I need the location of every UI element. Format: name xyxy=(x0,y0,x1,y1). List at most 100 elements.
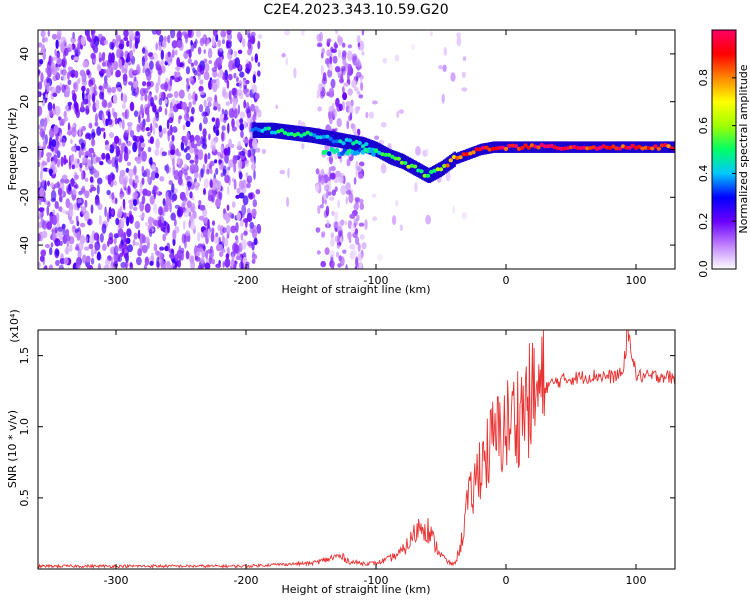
spectrogram-ridge-band xyxy=(271,122,274,138)
spectrogram-noise-mark xyxy=(249,227,256,234)
spectrogram-noise-mark xyxy=(216,57,222,68)
spectrogram-noise-mark xyxy=(128,39,133,49)
spectrogram-noise-mark xyxy=(244,67,251,74)
spectrogram-noise-mark xyxy=(359,234,365,240)
spectrogram-noise-mark xyxy=(144,49,149,57)
spectrogram-ridge-point xyxy=(653,144,658,149)
spectrogram-noise-mark xyxy=(184,112,190,122)
spectrogram-noise-mark xyxy=(58,264,64,269)
spectrogram-ridge-point xyxy=(432,168,437,173)
spectrogram-ridge-point xyxy=(510,143,515,148)
spectrogram-noise-mark xyxy=(93,45,99,54)
spectrogram-noise-mark xyxy=(174,253,179,262)
spectrogram-noise-mark xyxy=(202,128,207,138)
spectrogram-noise-mark xyxy=(102,243,107,251)
spectrogram-ridge-band xyxy=(294,125,297,141)
spectrogram-ridge-band xyxy=(452,152,455,169)
spectrogram-noise-mark xyxy=(229,96,233,105)
spectrogram-noise-mark xyxy=(89,164,93,170)
spectrogram-noise-mark xyxy=(119,193,124,200)
spectrogram-noise-mark xyxy=(317,205,321,215)
spectrogram-noise-mark xyxy=(332,221,338,229)
spectrogram-noise-mark xyxy=(77,78,81,83)
spectrogram-noise-mark xyxy=(51,235,56,241)
spectrogram-noise-mark xyxy=(215,167,219,175)
spectrogram-noise-mark xyxy=(142,188,149,196)
spectrogram-ridge-point xyxy=(305,130,310,135)
spectrogram-noise-mark xyxy=(116,36,121,42)
spectrogram-noise-mark xyxy=(185,36,188,44)
spectrogram-noise-mark xyxy=(154,148,160,156)
spectrogram-noise-mark xyxy=(101,69,107,74)
spectrogram-ridge-point xyxy=(334,139,340,144)
spectrogram-noise-mark xyxy=(284,30,290,36)
spectrogram-ridge-point xyxy=(341,141,346,146)
spectrogram-noise-mark xyxy=(54,182,61,189)
spectrogram-noise-mark xyxy=(228,47,232,55)
spectrogram-noise-mark xyxy=(55,249,60,256)
spectrogram-ridge-point xyxy=(399,160,405,165)
spectrogram-noise-mark xyxy=(89,176,94,183)
spectrogram-noise-mark xyxy=(51,33,58,40)
spectrogram-noise-mark xyxy=(231,253,235,261)
spectrogram-noise-mark xyxy=(111,42,115,49)
spectrogram-noise-mark xyxy=(150,170,156,181)
spectrogram-noise-mark xyxy=(40,72,44,83)
spectrogram-noise-mark xyxy=(38,198,42,206)
spectrogram-noise-mark xyxy=(154,172,159,179)
spectrogram-y-tick-label: 0 xyxy=(18,146,31,153)
spectrogram-noise-mark xyxy=(438,65,443,70)
spectrogram-noise-mark xyxy=(364,219,368,230)
snr-background xyxy=(38,330,675,569)
spectrogram-noise-mark xyxy=(318,83,322,93)
spectrogram-noise-mark xyxy=(160,49,164,60)
spectrogram-ridge-band xyxy=(332,131,335,147)
spectrogram-noise-mark xyxy=(88,147,95,154)
spectrogram-noise-mark xyxy=(74,184,79,189)
spectrogram-noise-mark xyxy=(352,248,357,260)
spectrogram-noise-mark xyxy=(206,96,213,103)
spectrogram-noise-mark xyxy=(358,161,365,167)
spectrogram-noise-mark xyxy=(128,199,133,204)
spectrogram-noise-mark xyxy=(243,230,248,236)
spectrogram-noise-mark xyxy=(461,71,466,79)
spectrogram-ridge-point xyxy=(368,148,374,154)
spectrogram-noise-mark xyxy=(125,216,130,227)
spectrogram-noise-mark xyxy=(183,135,188,141)
spectrogram-noise-mark xyxy=(324,247,330,256)
spectrogram-noise-mark xyxy=(241,204,247,216)
spectrogram-noise-mark xyxy=(75,215,79,223)
spectrogram-noise-mark xyxy=(241,153,246,162)
spectrogram-ridge-point xyxy=(321,134,327,139)
spectrogram-noise-mark xyxy=(88,218,91,226)
spectrogram-noise-mark xyxy=(99,39,103,45)
spectrogram-noise-mark xyxy=(181,101,188,111)
spectrogram-x-tick-label: -300 xyxy=(104,274,129,287)
spectrogram-noise-mark xyxy=(129,214,134,224)
spectrogram-noise-mark xyxy=(65,228,70,237)
spectrogram-noise-mark xyxy=(88,243,94,250)
spectrogram-noise-mark xyxy=(113,245,119,255)
spectrogram-ridge-point xyxy=(406,164,411,169)
spectrogram-ridge-point xyxy=(276,129,281,134)
spectrogram-noise-mark xyxy=(172,157,175,167)
spectrogram-noise-mark xyxy=(171,40,178,49)
spectrogram-ridge-band xyxy=(406,156,410,172)
spectrogram-noise-mark xyxy=(231,126,237,132)
spectrogram-noise-mark xyxy=(192,99,197,105)
spectrogram-noise-mark xyxy=(172,229,177,240)
spectrogram-noise-mark xyxy=(168,117,174,124)
spectrogram-noise-mark xyxy=(145,127,150,132)
spectrogram-noise-mark xyxy=(149,60,154,70)
spectrogram-noise-mark xyxy=(213,106,218,111)
spectrogram-noise-mark xyxy=(54,144,59,154)
spectrogram-noise-mark xyxy=(85,255,91,263)
spectrogram-noise-mark xyxy=(281,53,286,58)
spectrogram-noise-mark xyxy=(321,177,325,186)
spectrogram-noise-mark xyxy=(239,219,244,227)
spectrogram-noise-mark xyxy=(46,157,51,163)
spectrogram-noise-mark xyxy=(347,44,353,49)
spectrogram-noise-mark xyxy=(101,152,106,160)
spectrogram-noise-mark xyxy=(165,163,170,174)
spectrogram-noise-mark xyxy=(157,67,163,76)
